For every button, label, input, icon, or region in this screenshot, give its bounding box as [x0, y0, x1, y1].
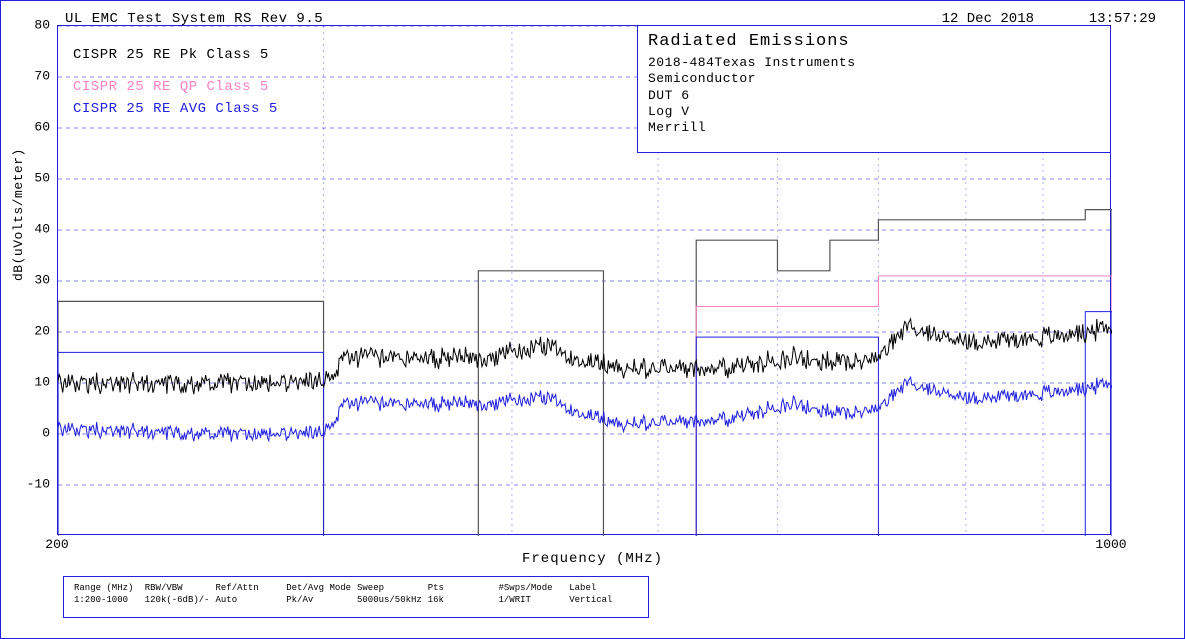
info-line: DUT 6 [648, 88, 1100, 104]
limit-label-pk: CISPR 25 RE Pk Class 5 [73, 47, 269, 63]
ytick-label: 10 [4, 375, 50, 390]
info-line: Merrill [648, 120, 1100, 136]
x-axis-label: Frequency (MHz) [1, 551, 1184, 567]
limit-label-avg: CISPR 25 RE AVG Class 5 [73, 101, 278, 117]
info-heading: Radiated Emissions [648, 32, 1100, 51]
xtick-label: 1000 [1095, 537, 1126, 552]
limit-label-qp: CISPR 25 RE QP Class 5 [73, 79, 269, 95]
ytick-label: 0 [4, 426, 50, 441]
settings-val: 1:200-1000 [74, 595, 143, 605]
ytick-label: 40 [4, 222, 50, 237]
settings-val: 1/WRIT [499, 595, 568, 605]
settings-panel: Range (MHz) RBW/VBW Ref/Attn Det/Avg Mod… [63, 576, 649, 618]
settings-col: Ref/Attn [216, 583, 285, 593]
ytick-label: 70 [4, 69, 50, 84]
ytick-label: 80 [4, 18, 50, 33]
settings-val: 120k(-6dB)/- [145, 595, 214, 605]
settings-val: Vertical [569, 595, 638, 605]
info-panel: Radiated Emissions 2018-484Texas Instrum… [637, 25, 1111, 153]
settings-val: Auto [216, 595, 285, 605]
info-line: Semiconductor [648, 71, 1100, 87]
settings-table: Range (MHz) RBW/VBW Ref/Attn Det/Avg Mod… [72, 581, 640, 607]
settings-col: Pts [428, 583, 497, 593]
ytick-label: 50 [4, 171, 50, 186]
ytick-label: -10 [4, 477, 50, 492]
settings-val: 5000us/50kHz [357, 595, 426, 605]
settings-col: #Swps/Mode [499, 583, 568, 593]
settings-val: 16k [428, 595, 497, 605]
ytick-label: 60 [4, 120, 50, 135]
settings-col: Sweep [357, 583, 426, 593]
settings-col: Range (MHz) [74, 583, 143, 593]
settings-col: Label [569, 583, 638, 593]
y-axis-label: dB(uVolts/meter) [11, 148, 26, 281]
settings-col: RBW/VBW [145, 583, 214, 593]
xtick-label: 200 [45, 537, 68, 552]
ytick-label: 20 [4, 324, 50, 339]
info-line: Log V [648, 104, 1100, 120]
settings-val: Pk/Av [286, 595, 355, 605]
settings-col: Det/Avg Mode [286, 583, 355, 593]
ytick-label: 30 [4, 273, 50, 288]
info-line: 2018-484Texas Instruments [648, 55, 1100, 71]
